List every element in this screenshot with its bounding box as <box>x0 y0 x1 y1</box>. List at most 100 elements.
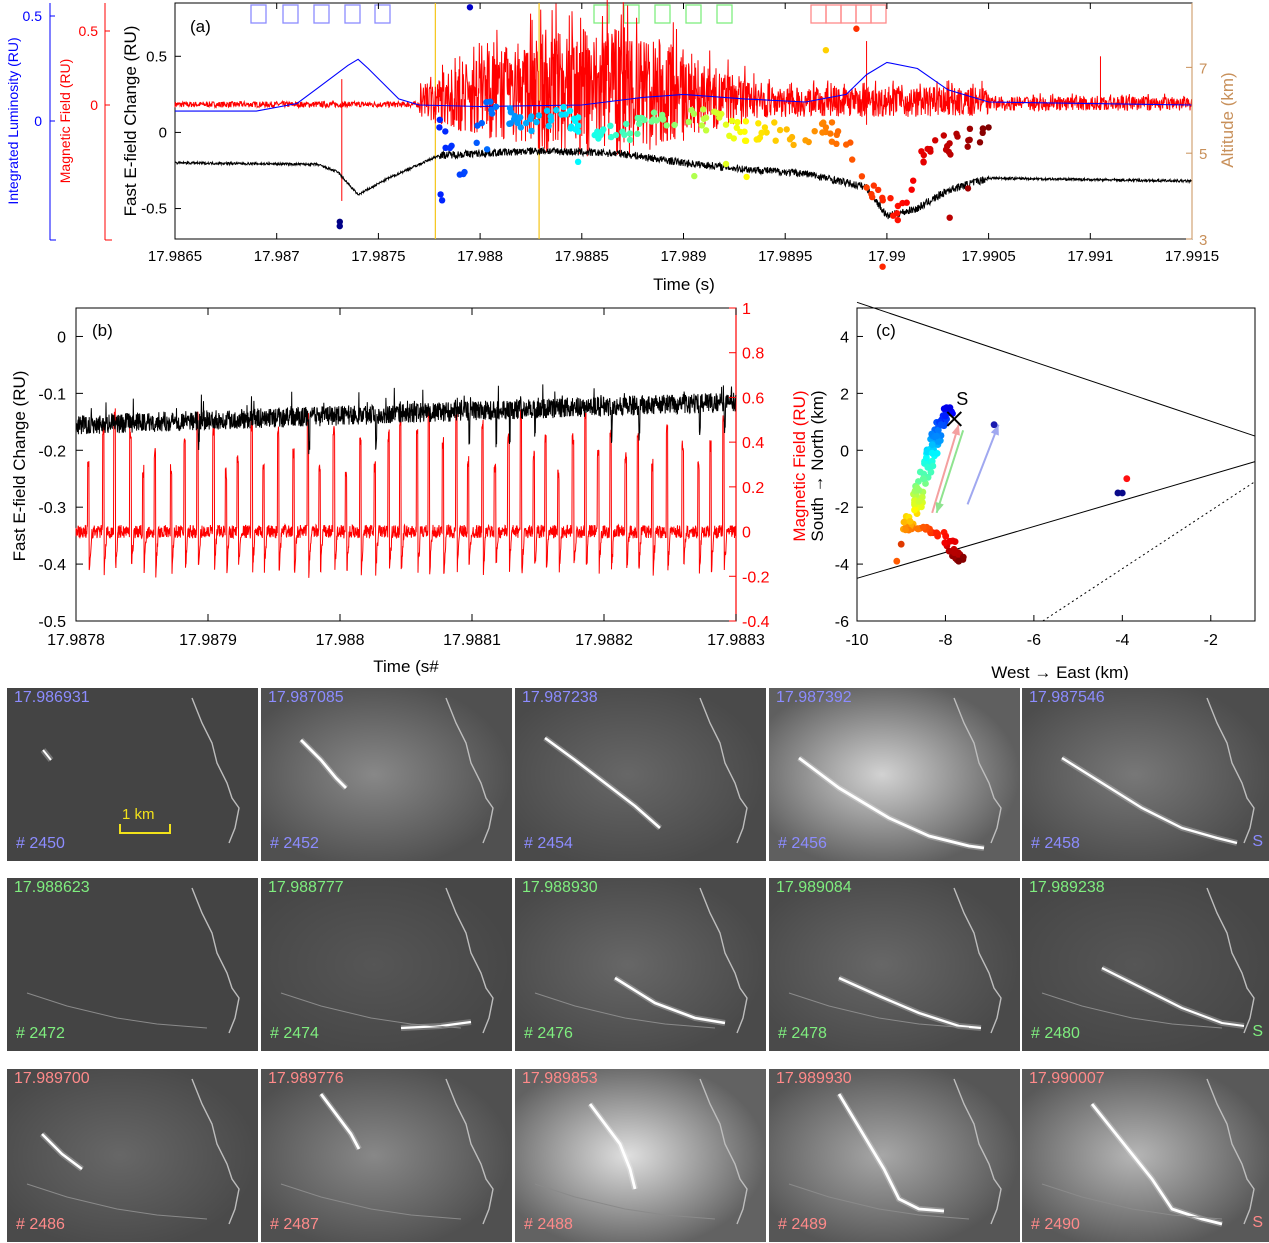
panel-b-ylabel: Fast E-field Change (RU) <box>10 371 29 562</box>
altitude-point <box>776 126 784 134</box>
frame-number: # 2472 <box>16 1025 65 1042</box>
source-point <box>897 540 905 548</box>
frame-time: 17.989700 <box>14 1070 90 1087</box>
y-tick-label: -0.3 <box>38 500 66 517</box>
altitude-point <box>940 132 947 139</box>
frame-time: 17.990007 <box>1029 1070 1105 1087</box>
frame-time-box <box>654 4 671 24</box>
source-point <box>893 557 901 565</box>
frame-s-label: S <box>1252 833 1263 850</box>
persistent-channel <box>445 887 494 1034</box>
right-tick-label: 0.8 <box>742 346 764 363</box>
altitude-point <box>663 122 670 129</box>
altitude-points <box>336 4 992 270</box>
altitude-point <box>964 185 972 192</box>
glow <box>769 1069 1020 1242</box>
frame-time-box <box>870 4 887 24</box>
altitude-point <box>702 127 710 134</box>
frame-number: # 2490 <box>1031 1216 1080 1233</box>
camera-frame-image <box>261 1069 512 1242</box>
panel-c-ylabel: South → North (km) <box>808 390 827 541</box>
x-tick-label: 17.987 <box>254 248 300 265</box>
source-point <box>937 421 945 429</box>
persistent-channel <box>1206 887 1255 1034</box>
glow <box>261 1069 512 1242</box>
mag-tick-label: 0.5 <box>79 23 99 39</box>
leader-channel <box>614 976 726 1025</box>
faint-channel <box>1041 992 1223 1029</box>
altitude-point <box>718 110 725 118</box>
altitude-point <box>634 130 641 137</box>
frame-time: 17.989238 <box>1029 879 1105 896</box>
camera-frame-image <box>7 688 258 861</box>
leader-channel <box>588 1103 637 1190</box>
altitude-point <box>742 118 750 125</box>
source-point <box>915 498 923 505</box>
persistent-channel <box>699 697 748 844</box>
panel-a-x-ticks: 17.9865 17.987 17.9875 17.988 17.9885 17.989 1… <box>148 3 1219 265</box>
altitude-point <box>527 115 534 123</box>
panel-b: (b) 17.9878 17.9879 17.988 17.9881 17.9882 17… <box>10 301 809 676</box>
glow <box>515 1069 766 1242</box>
frame-time: 17.989776 <box>268 1070 344 1087</box>
source-point <box>935 438 943 445</box>
e-field-line <box>174 146 1193 220</box>
panel-b-b-field-trace <box>75 406 737 578</box>
altitude-point <box>437 191 444 198</box>
leader-channel <box>41 1133 83 1171</box>
arrow-head <box>951 424 960 436</box>
glow <box>769 878 1020 1051</box>
altitude-point <box>685 118 692 126</box>
altitude-point <box>822 47 830 54</box>
source-point <box>900 518 908 526</box>
altitude-point <box>979 129 986 136</box>
frame-time-box <box>593 4 610 24</box>
source-point <box>919 475 927 483</box>
altitude-point <box>598 128 606 135</box>
altitude-point <box>650 109 658 116</box>
camera-frame-image <box>1022 688 1269 861</box>
faint-channel <box>26 992 208 1029</box>
mag-axis-label: Magnetic Field (RU) <box>57 59 73 183</box>
altitude-point <box>755 136 762 143</box>
camera-frame-image <box>769 688 1020 861</box>
frame-time-box <box>374 4 391 24</box>
right-tick-label: -0.2 <box>742 569 770 586</box>
x-tick-label: 17.9881 <box>443 632 501 649</box>
altitude-point <box>436 116 443 124</box>
panel-b-y-ticks: -0.5 -0.4 -0.3 -0.2 -0.1 0 <box>38 329 83 631</box>
altitude-point <box>965 137 972 144</box>
altitude-point <box>436 124 443 131</box>
camera-frame-image <box>515 688 766 861</box>
leader-channel <box>1101 967 1245 1028</box>
y-tick-label: 0 <box>840 443 849 460</box>
x-tick-label: 17.9879 <box>179 632 237 649</box>
lum-axis-label: Integrated Luminosity (RU) <box>5 37 21 204</box>
panel-b-label: (b) <box>92 321 113 340</box>
altitude-point <box>608 133 615 141</box>
x-tick-label: 17.9905 <box>961 248 1015 265</box>
camera-frame-image <box>515 1069 766 1242</box>
right-tick-label: 0.2 <box>742 480 764 497</box>
altitude-point <box>619 128 626 135</box>
altitude-point <box>976 139 984 146</box>
altitude-point <box>660 115 667 123</box>
alt-tick-label: 7 <box>1199 60 1207 77</box>
altitude-point <box>985 124 992 131</box>
panel-c: (c) S -10 -8 -6 -4 -2 -6 -4 -2 0 2 4 West → East … <box>808 301 1256 680</box>
faint-channel <box>534 992 716 1029</box>
y-tick-label: -0.5 <box>38 614 66 631</box>
frame-number: # 2476 <box>524 1025 573 1042</box>
right-tick-label: 0 <box>742 525 751 542</box>
panel-c-frame <box>856 307 1256 622</box>
camera-frame-image <box>769 878 1020 1051</box>
altitude-point <box>560 103 567 111</box>
panel-c-label: (c) <box>876 321 896 340</box>
altitude-point <box>772 137 779 144</box>
source-point <box>906 518 914 525</box>
altitude-point <box>903 199 910 206</box>
source-point <box>918 503 925 511</box>
altitude-point <box>700 106 707 113</box>
source-point <box>946 404 954 411</box>
panel-c-boundary-lines <box>856 301 1256 622</box>
